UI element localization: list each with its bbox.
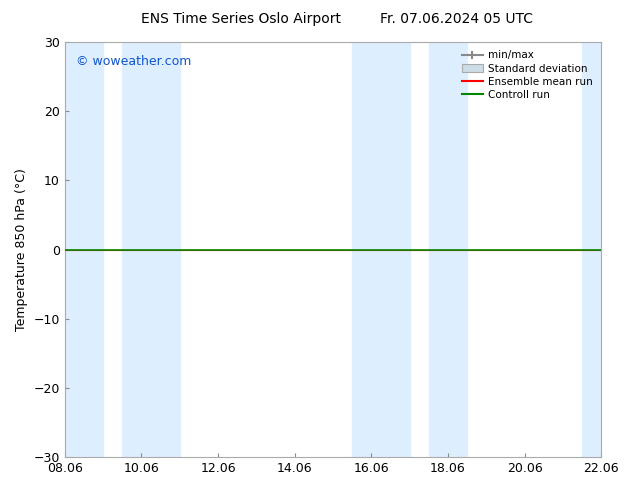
Bar bbox=[429, 42, 467, 457]
Bar bbox=[65, 42, 103, 457]
Bar bbox=[122, 42, 179, 457]
Text: ENS Time Series Oslo Airport: ENS Time Series Oslo Airport bbox=[141, 12, 341, 26]
Y-axis label: Temperature 850 hPa (°C): Temperature 850 hPa (°C) bbox=[15, 168, 28, 331]
Bar bbox=[352, 42, 410, 457]
Text: © woweather.com: © woweather.com bbox=[75, 54, 191, 68]
Legend: min/max, Standard deviation, Ensemble mean run, Controll run: min/max, Standard deviation, Ensemble me… bbox=[459, 47, 596, 103]
Text: Fr. 07.06.2024 05 UTC: Fr. 07.06.2024 05 UTC bbox=[380, 12, 533, 26]
Bar bbox=[582, 42, 601, 457]
